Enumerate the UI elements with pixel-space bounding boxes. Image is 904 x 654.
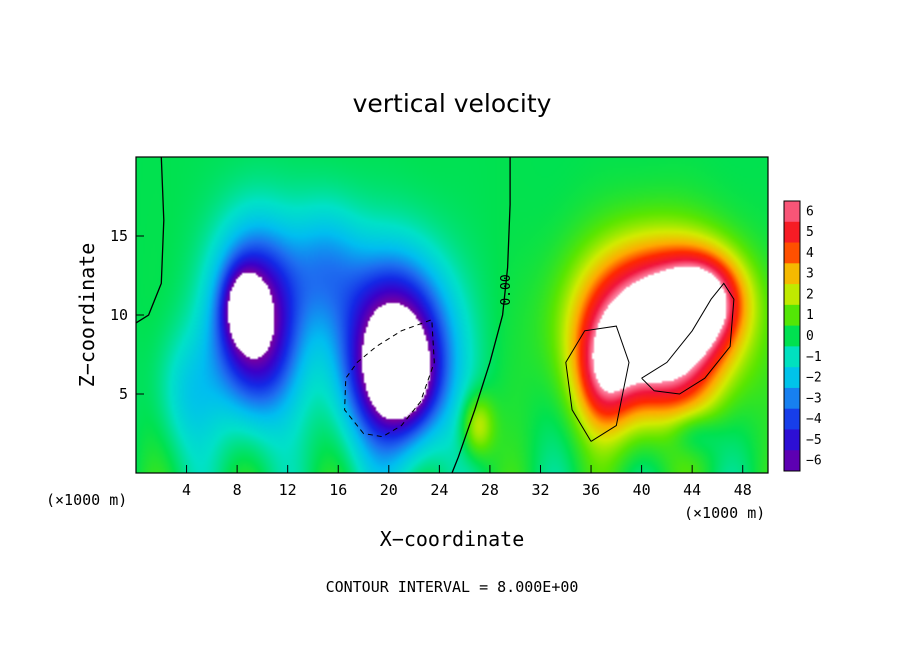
x-tick-label: 40 (633, 481, 651, 499)
colorbar-label: 5 (806, 225, 814, 240)
colorbar-label: 1 (806, 308, 814, 323)
y-axis-label: Z−coordinate (75, 243, 99, 388)
colorbar-swatch (784, 201, 800, 223)
colorbar-swatch (784, 284, 800, 306)
colorbar-label: −5 (806, 433, 822, 448)
colorbar-swatch (784, 221, 800, 244)
x-unit-label-left: (×1000 m) (46, 491, 127, 509)
x-tick-label: 36 (582, 481, 600, 499)
colorbar: 6 5 4 3 2 1 0 −1 −2 −3 −4 −5 −6 (783, 200, 822, 472)
colorbar-label: −4 (806, 412, 822, 427)
colorbar-label: 0 (806, 329, 814, 344)
colorbar-label: 4 (806, 246, 814, 261)
colorbar-swatch (784, 408, 800, 430)
velocity-heatmap (136, 157, 768, 473)
colorbar-swatch (784, 304, 800, 327)
x-tick-label: 8 (233, 481, 242, 499)
x-tick-label: 32 (531, 481, 549, 499)
x-tick-label: 16 (329, 481, 347, 499)
x-axis-label: X−coordinate (380, 527, 525, 551)
zero-contour-line-left (135, 156, 165, 324)
x-tick-label: 12 (279, 481, 297, 499)
zero-contour-label: 0.00 (499, 274, 514, 305)
colorbar-swatch (784, 387, 800, 410)
colorbar-label: 3 (806, 267, 814, 282)
chart-title: vertical velocity (353, 89, 552, 118)
contour-interval-note: CONTOUR INTERVAL = 8.000E+00 (326, 578, 579, 596)
colorbar-swatch (784, 346, 800, 368)
positive-contour-line (565, 325, 630, 442)
colorbar-swatch (784, 325, 800, 347)
y-tick-label: 5 (119, 385, 128, 403)
x-tick-label: 20 (380, 481, 398, 499)
negative-contour-line (344, 318, 435, 438)
colorbar-label: −3 (806, 391, 822, 406)
x-tick-label: 28 (481, 481, 499, 499)
x-tick-label: 44 (683, 481, 701, 499)
colorbar-swatch (784, 263, 800, 285)
y-tick-label: 15 (110, 227, 128, 245)
colorbar-swatch (784, 450, 800, 472)
colorbar-label: −2 (806, 371, 822, 386)
zero-contour-line (451, 157, 511, 474)
positive-contour-line-2 (641, 282, 735, 395)
x-tick-label: 24 (430, 481, 448, 499)
colorbar-swatch (784, 367, 800, 389)
contour-lines (135, 156, 735, 474)
colorbar-frame (783, 200, 801, 472)
x-tick-label: 48 (734, 481, 752, 499)
colorbar-label: −6 (806, 454, 822, 469)
colorbar-label: 6 (806, 204, 814, 219)
colorbar-label: −1 (806, 350, 822, 365)
colorbar-swatch (784, 242, 800, 264)
x-unit-label-right: (×1000 m) (684, 504, 765, 522)
colorbar-label: 2 (806, 287, 814, 302)
y-tick-label: 10 (110, 306, 128, 324)
colorbar-swatch (784, 429, 800, 451)
x-tick-label: 4 (182, 481, 191, 499)
